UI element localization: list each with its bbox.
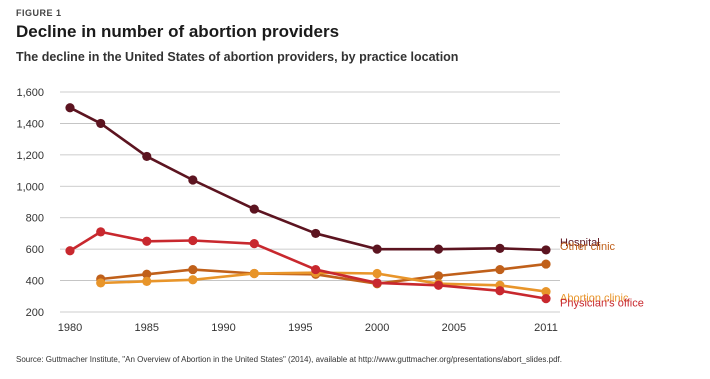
legend-label-hospital: Hospital <box>560 237 600 249</box>
x-tick-label: 1995 <box>288 322 312 334</box>
data-point-hospital <box>65 103 75 113</box>
data-point-physician-s-office <box>495 286 505 296</box>
y-tick-label: 1,200 <box>16 150 44 162</box>
chart-grid <box>60 91 560 313</box>
data-point-physician-s-office <box>433 280 444 290</box>
x-tick-label: 1990 <box>211 322 235 334</box>
y-tick-label: 200 <box>26 307 44 319</box>
y-tick-label: 1,600 <box>16 87 44 99</box>
data-point-physician-s-office <box>188 235 198 246</box>
y-tick-label: 1,400 <box>16 118 44 130</box>
data-point-physician-s-office <box>311 264 321 275</box>
y-tick-label: 600 <box>26 244 44 256</box>
data-point-physician-s-office <box>65 246 75 256</box>
data-point-abortion-clinic <box>541 286 551 297</box>
chart-title: Decline in number of abortion providers <box>16 22 340 41</box>
data-point-hospital <box>372 244 382 254</box>
x-tick-label: 2011 <box>534 322 558 334</box>
data-point-abortion-clinic <box>249 268 259 279</box>
x-tick-label: 1985 <box>135 322 159 334</box>
data-point-other-clinic <box>142 269 152 279</box>
data-point-physician-s-office <box>249 239 259 249</box>
data-point-hospital <box>249 204 259 214</box>
series-line-hospital <box>69 106 547 252</box>
data-point-abortion-clinic <box>188 275 198 285</box>
y-tick-label: 800 <box>26 213 44 225</box>
series-line-physician-s-office <box>69 230 547 300</box>
legend-label-other-clinic: Other clinic <box>560 241 616 253</box>
data-point-physician-s-office <box>142 236 152 246</box>
legend-label-abortion-clinic: Abortion clinic <box>560 293 629 305</box>
figure-label: FIGURE 1 <box>16 8 62 18</box>
data-point-hospital <box>311 228 321 239</box>
data-point-physician-s-office <box>96 227 106 237</box>
data-point-hospital <box>142 151 152 162</box>
x-tick-label: 2000 <box>365 322 389 334</box>
data-point-hospital <box>188 175 198 185</box>
data-point-physician-s-office <box>541 294 551 304</box>
data-point-other-clinic <box>433 271 444 281</box>
y-tick-label: 400 <box>26 276 44 288</box>
data-point-physician-s-office <box>372 278 382 288</box>
y-tick-label: 1,000 <box>16 181 44 193</box>
x-tick-label: 2005 <box>442 322 466 334</box>
data-point-other-clinic <box>188 264 198 275</box>
x-tick-label: 1980 <box>58 322 82 334</box>
chart-subtitle: The decline in the United States of abor… <box>16 50 459 64</box>
chart-series <box>65 103 551 304</box>
data-point-abortion-clinic <box>372 268 382 279</box>
data-point-hospital <box>96 118 106 129</box>
data-point-other-clinic <box>541 259 551 269</box>
data-point-abortion-clinic <box>96 278 106 288</box>
legend-label-physician-s-office: Physician's office <box>560 298 644 310</box>
source-note: Source: Guttmacher Institute, "An Overvi… <box>16 355 562 364</box>
data-point-other-clinic <box>495 264 505 275</box>
x-axis-ticks: 1980 1985 1990 1995 2000 2005 2011 <box>58 322 558 334</box>
data-point-hospital <box>495 243 505 253</box>
data-point-hospital <box>541 245 551 255</box>
y-axis-ticks: 200 400 600 800 1,000 1,200 1,400 1,600 <box>16 87 44 319</box>
data-point-hospital <box>433 244 444 254</box>
data-point-abortion-clinic <box>142 276 152 286</box>
